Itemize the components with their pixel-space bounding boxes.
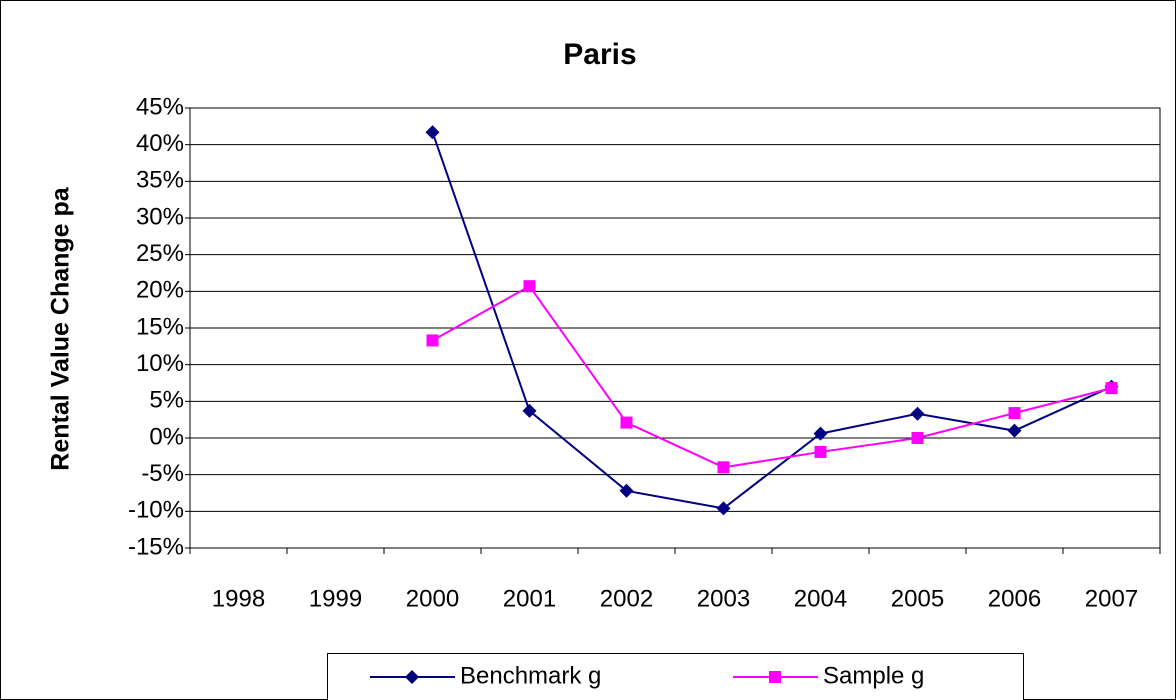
y-tick-label: 45% [136,93,184,120]
data-point [1105,382,1118,395]
data-point [814,445,827,458]
data-point [911,432,924,444]
x-tick-label: 2002 [600,585,653,612]
y-tick-label: 25% [136,240,184,267]
y-tick-label: 40% [136,130,184,157]
x-tick-label: 2003 [697,585,750,612]
x-tick-label: 2004 [794,585,847,612]
y-tick-label: 0% [149,423,184,450]
y-tick-label: 30% [136,203,184,230]
data-point [1008,407,1021,420]
data-point [716,501,731,516]
data-point [1007,423,1022,438]
y-tick-label: -5% [141,460,184,487]
data-point [523,280,536,293]
chart-title: Paris [563,38,636,71]
x-tick-label: 2006 [988,585,1041,612]
y-tick-label: 20% [136,277,184,304]
data-point [425,125,440,140]
x-tick-label: 1998 [212,585,265,612]
x-tick-label: 2000 [406,585,459,612]
data-point [717,461,730,474]
data-point [619,483,634,498]
y-axis-label: Rental Value Change pa [47,186,75,471]
data-point [522,403,537,418]
data-point [620,416,633,429]
x-tick-label: 2007 [1085,585,1138,612]
x-tick-label: 2005 [891,585,944,612]
data-point [910,406,925,421]
data-point [813,426,828,441]
legend-marker [405,670,419,684]
y-tick-label: 5% [149,387,184,414]
y-tick-label: 15% [136,313,184,340]
data-point [426,334,439,347]
legend-marker [769,671,781,683]
legend-label: Benchmark g [460,662,601,689]
x-tick-label: 1999 [309,585,362,612]
series-line [432,284,1112,469]
legend-label: Sample g [823,662,924,689]
y-tick-label: -10% [128,497,184,524]
x-tick-label: 2001 [503,585,556,612]
y-tick-label: 10% [136,350,184,377]
series-line [431,131,1112,510]
y-tick-label: 35% [136,167,184,194]
y-tick-label: -15% [128,533,184,560]
